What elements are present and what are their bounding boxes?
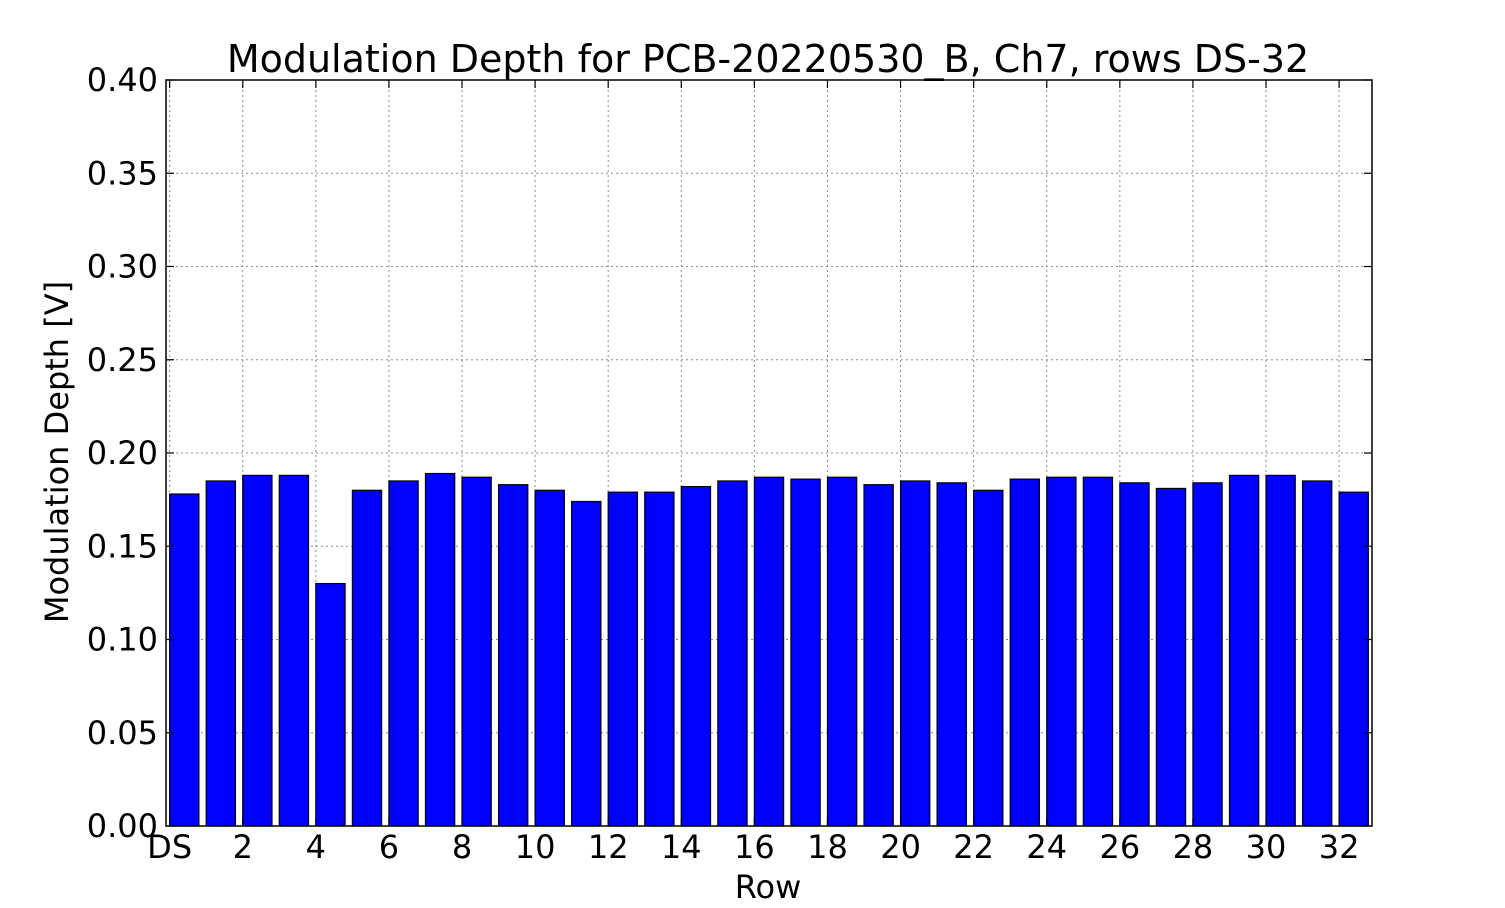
y-axis-label: Modulation Depth [V] bbox=[38, 281, 76, 623]
bar-5 bbox=[351, 489, 383, 827]
y-tick-label: 0.35 bbox=[87, 154, 158, 192]
bar-15 bbox=[717, 480, 748, 827]
axis-ticks bbox=[166, 79, 1372, 827]
bar-6 bbox=[388, 480, 419, 827]
x-tick-label: 8 bbox=[452, 828, 472, 866]
bar-25 bbox=[1082, 476, 1114, 827]
bar-4 bbox=[315, 582, 346, 827]
bar-30 bbox=[1265, 474, 1296, 827]
x-tick-label: 28 bbox=[1173, 828, 1214, 866]
bar-24 bbox=[1046, 476, 1077, 827]
bar-21 bbox=[936, 482, 967, 827]
x-tick-label: DS bbox=[147, 828, 192, 866]
x-tick-label: 2 bbox=[233, 828, 253, 866]
bar-ds bbox=[169, 493, 200, 827]
x-tick-label: 14 bbox=[661, 828, 702, 866]
bar-11 bbox=[571, 500, 602, 827]
bar-28 bbox=[1192, 482, 1223, 827]
bar-3 bbox=[278, 474, 310, 827]
chart-title: Modulation Depth for PCB-20220530_B, Ch7… bbox=[227, 37, 1309, 81]
y-tick-label: 0.10 bbox=[87, 621, 158, 659]
x-tick-label: 12 bbox=[588, 828, 629, 866]
bar-20 bbox=[899, 480, 931, 827]
bar-29 bbox=[1228, 474, 1260, 827]
x-tick-label: 26 bbox=[1099, 828, 1140, 866]
y-tick-label: 0.15 bbox=[87, 527, 158, 565]
x-tick-label: 6 bbox=[379, 828, 399, 866]
bar-12 bbox=[607, 491, 639, 827]
bar-18 bbox=[826, 476, 858, 827]
y-tick-label: 0.20 bbox=[87, 434, 158, 472]
x-tick-labels: DS 2 4 6 8 10 12 14 16 18 20 22 24 26 28 30 32 bbox=[147, 828, 1359, 866]
bar-1 bbox=[205, 480, 237, 827]
bar-14 bbox=[680, 485, 712, 827]
bar-23 bbox=[1009, 478, 1041, 827]
y-tick-label: 0.40 bbox=[87, 61, 158, 99]
y-tick-label: 0.05 bbox=[87, 714, 158, 752]
bar-8 bbox=[461, 476, 492, 827]
bar-13 bbox=[644, 491, 675, 827]
y-tick-label: 0.00 bbox=[87, 807, 158, 845]
bar-10 bbox=[534, 489, 565, 827]
x-tick-label: 18 bbox=[807, 828, 848, 866]
x-tick-label: 30 bbox=[1246, 828, 1287, 866]
bar-26 bbox=[1119, 482, 1150, 827]
bar-17 bbox=[790, 478, 821, 827]
x-tick-label: 4 bbox=[306, 828, 326, 866]
bars bbox=[169, 472, 1369, 827]
bar-2 bbox=[242, 474, 273, 827]
bar-31 bbox=[1301, 480, 1333, 827]
bar-32 bbox=[1338, 491, 1369, 827]
x-tick-label: 32 bbox=[1319, 828, 1360, 866]
x-tick-label: 24 bbox=[1026, 828, 1067, 866]
x-tick-label: 10 bbox=[515, 828, 556, 866]
bar-22 bbox=[973, 489, 1004, 827]
x-tick-label: 22 bbox=[953, 828, 994, 866]
y-tick-label: 0.30 bbox=[87, 248, 158, 286]
bar-27 bbox=[1155, 487, 1187, 827]
bar-16 bbox=[753, 476, 785, 827]
y-tick-labels: 0.00 0.05 0.10 0.15 0.20 0.25 0.30 0.35 0.40 bbox=[87, 61, 158, 845]
x-tick-label: 16 bbox=[734, 828, 775, 866]
bar-19 bbox=[863, 484, 894, 827]
bar-7 bbox=[424, 472, 456, 827]
x-axis-label: Row bbox=[735, 868, 802, 906]
x-tick-label: 20 bbox=[880, 828, 921, 866]
bar-9 bbox=[497, 484, 529, 827]
y-tick-label: 0.25 bbox=[87, 341, 158, 379]
